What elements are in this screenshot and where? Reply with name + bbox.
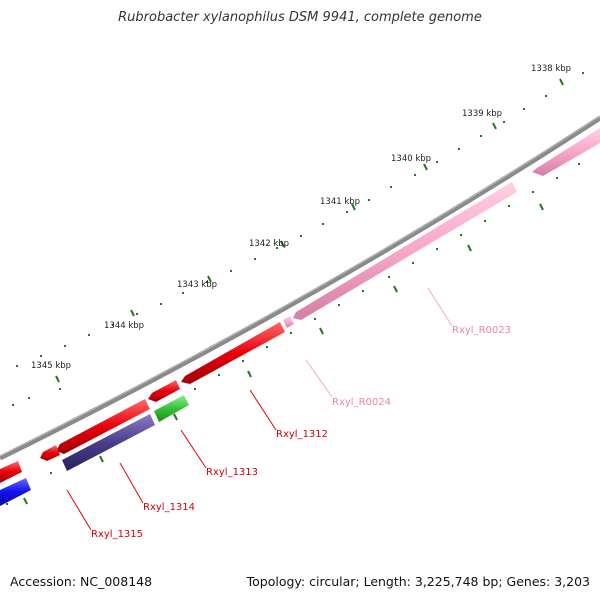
tick-label-1343: 1343 kbp (177, 280, 217, 290)
gene-rxyl-r0023-feature[interactable] (293, 128, 600, 320)
tick-label-1339: 1339 kbp (462, 109, 502, 119)
gene-rxyl-1313-feature[interactable] (154, 395, 189, 422)
gene-rxyl-1312-feature[interactable] (181, 322, 285, 384)
genome-backbone (0, 115, 600, 461)
gene-red-small-feature[interactable] (148, 380, 180, 402)
gene-rxyl-r0024-feature[interactable] (283, 316, 294, 328)
accession-text: Accession: NC_008148 (10, 574, 153, 589)
gene-label-rxyl-r0023[interactable]: Rxyl_R0023 (452, 325, 511, 336)
gene-rxyl-1315-feature[interactable] (0, 399, 150, 483)
tick-label-1344: 1344 kbp (104, 321, 144, 331)
outer-dotted-ring (12, 72, 584, 406)
gene-label-rxyl-1315[interactable]: Rxyl_1315 (91, 529, 143, 540)
genome-summary-text: Topology: circular; Length: 3,225,748 bp… (246, 574, 590, 589)
tick-label-1341: 1341 kbp (320, 197, 360, 207)
outer-major-ticks (55, 78, 564, 383)
tick-label-1342: 1342 kbp (249, 239, 289, 249)
gene-label-rxyl-r0024[interactable]: Rxyl_R0024 (332, 397, 391, 408)
gene-rxyl-1314-feature[interactable] (62, 414, 155, 471)
gene-label-rxyl-1314[interactable]: Rxyl_1314 (143, 502, 195, 513)
tick-label-1340: 1340 kbp (391, 154, 431, 164)
gene-leader-lines (66, 287, 453, 531)
tick-label-1338: 1338 kbp (531, 64, 571, 74)
tick-label-1345: 1345 kbp (31, 361, 71, 371)
inner-major-ticks (23, 203, 544, 505)
page-title: Rubrobacter xylanophilus DSM 9941, compl… (118, 10, 482, 25)
gene-label-rxyl-1313[interactable]: Rxyl_1313 (206, 467, 258, 478)
gene-blue-feature[interactable] (0, 478, 31, 506)
gene-label-rxyl-1312[interactable]: Rxyl_1312 (276, 429, 328, 440)
